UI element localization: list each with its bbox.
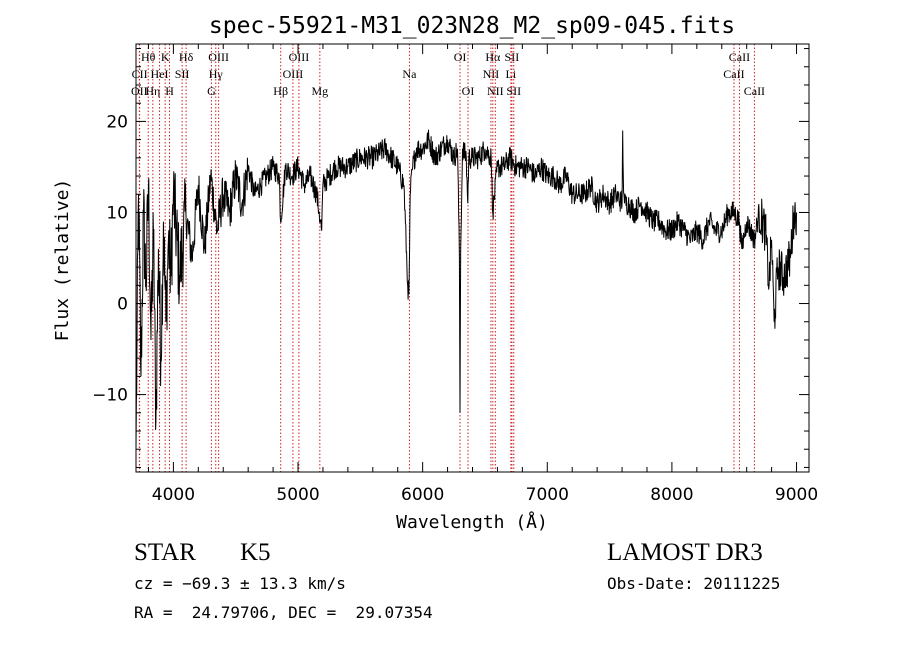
marker-label-9: G <box>207 84 216 98</box>
marker-label-25: CaII <box>723 67 744 81</box>
marker-label-22: Li <box>506 67 517 81</box>
marker-label-4: HeI <box>151 67 169 81</box>
marker-label-20: Hα <box>485 50 501 64</box>
marker-label-3: OII <box>131 84 148 98</box>
marker-label-10: Hγ <box>209 67 224 81</box>
flux-series-line <box>135 129 797 450</box>
plot-frame <box>135 43 810 473</box>
marker-label-18: OI <box>462 84 475 98</box>
x-axis-ticks: 4000 5000 6000 7000 8000 9000 <box>147 44 818 505</box>
y-tick-label-0: −10 <box>92 386 128 406</box>
marker-label-15: Mg <box>311 84 328 98</box>
marker-label-0: Hθ <box>141 50 156 64</box>
marker-label-12: Hβ <box>273 84 288 98</box>
marker-label-6: H <box>165 84 174 98</box>
marker-label-27: CaII <box>744 84 765 98</box>
x-axis-label: Wavelength (Å) <box>396 511 548 533</box>
redshift-readout: cz = −69.3 ± 13.3 km/s <box>134 574 346 593</box>
observation-date: Obs-Date: 20111225 <box>607 574 781 593</box>
x-tick-label-1: 5000 <box>276 485 319 505</box>
marker-label-19: NII <box>483 67 500 81</box>
survey-name: LAMOST DR3 <box>607 539 763 566</box>
marker-label-7: SII <box>175 67 190 81</box>
coordinates-readout: RA = 24.79706, DEC = 29.07354 <box>134 603 433 622</box>
object-subclass: K5 <box>240 539 271 566</box>
marker-label-13: OIII <box>283 67 304 81</box>
x-tick-label-5: 9000 <box>775 485 818 505</box>
chart-title: spec-55921-M31_023N28_M2_sp09-045.fits <box>209 13 735 39</box>
marker-label-8: Hδ <box>179 50 194 64</box>
y-tick-label-3: 20 <box>106 112 128 132</box>
y-tick-label-2: 10 <box>106 203 128 223</box>
marker-label-16: Na <box>402 67 417 81</box>
marker-label-5: K <box>161 50 170 64</box>
marker-label-26: CaII <box>729 50 750 64</box>
y-axis-label: Flux (relative) <box>52 179 73 342</box>
x-tick-label-3: 7000 <box>526 485 569 505</box>
x-tick-label-2: 6000 <box>401 485 444 505</box>
marker-label-1: Hη <box>145 84 160 98</box>
marker-label-14: OIII <box>289 50 310 64</box>
object-class: STAR <box>134 539 196 566</box>
x-tick-label-0: 4000 <box>152 485 195 505</box>
x-tick-label-4: 8000 <box>650 485 693 505</box>
y-tick-label-1: 0 <box>117 295 128 315</box>
marker-label-11: OIII <box>208 50 229 64</box>
marker-label-23: SII <box>505 50 520 64</box>
marker-label-21: NII <box>487 84 504 98</box>
marker-label-24: SII <box>506 84 521 98</box>
line-markers: HθHηCIIOIIHeIKHSIIHδGHγOIIIHβOIIIOIIIMgN… <box>131 44 765 472</box>
y-axis-ticks: −10 0 10 20 <box>92 48 809 468</box>
marker-label-17: OI <box>454 50 467 64</box>
